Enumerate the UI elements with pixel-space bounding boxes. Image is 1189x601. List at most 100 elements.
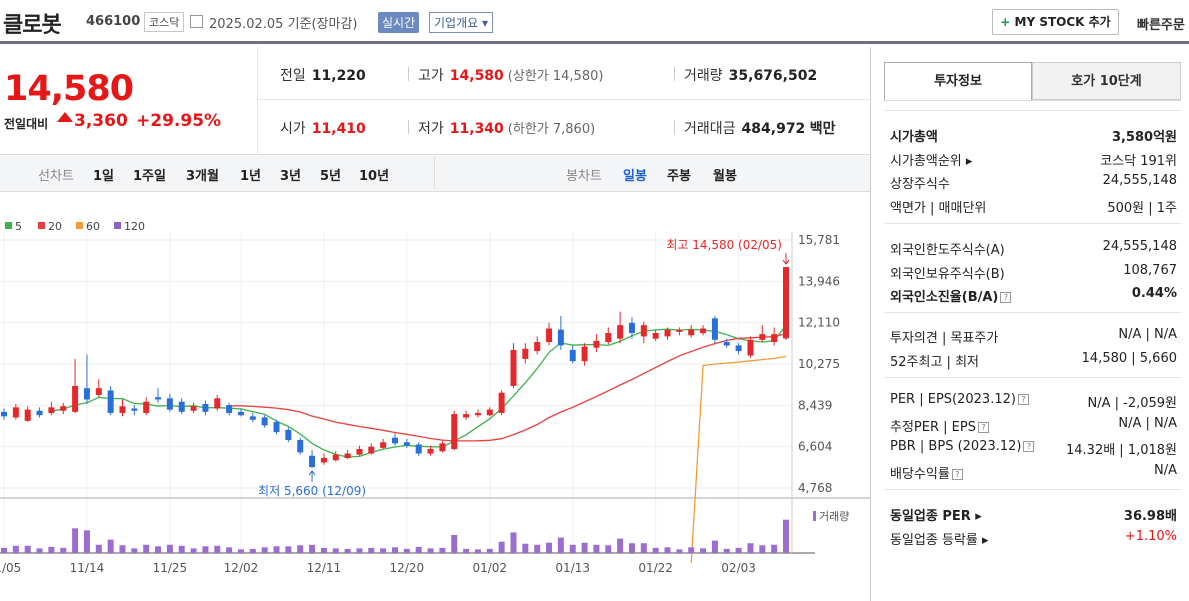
legend-ma5: 5 xyxy=(15,220,22,233)
x-tick-label: 12/02 xyxy=(224,561,259,575)
volume-bar xyxy=(143,544,150,553)
high-price: 고가 14,580 (상한가 14,580) xyxy=(418,68,604,84)
investment-info-panel xyxy=(870,47,1189,601)
tab-monthly[interactable]: 월봉 xyxy=(713,169,737,184)
info-row: 동일업종 등락률 ▸ +1.10% xyxy=(890,529,1177,548)
candle-body xyxy=(60,406,67,411)
candle-body xyxy=(273,421,280,433)
tab-weekly[interactable]: 주봉 xyxy=(667,169,691,184)
panel-divider xyxy=(884,489,1181,490)
x-tick-label: 11/05 xyxy=(0,561,21,575)
volume-bar xyxy=(356,548,363,553)
volume-bar xyxy=(1,547,7,553)
candle-body xyxy=(344,453,351,459)
candle-body xyxy=(297,439,304,453)
info-value: N/A | -2,059원 xyxy=(1087,396,1177,411)
candlestick-chart[interactable]: 15,781 13,946 12,110 10,275 8,439 6,604 4,768 1… xyxy=(0,0,870,601)
candle-body xyxy=(190,406,197,411)
current-price: 14,580 xyxy=(4,69,134,109)
candle-body xyxy=(735,345,742,352)
info-label: 배당수익률 xyxy=(890,466,950,482)
help-icon[interactable]: ? xyxy=(977,421,989,433)
candle-body xyxy=(356,448,363,455)
x-tick-label: 11/14 xyxy=(70,561,105,575)
candle-body xyxy=(178,401,185,412)
tab-3y[interactable]: 3년 xyxy=(280,169,302,184)
base-date: 2025.02.05 기준(장마감) xyxy=(209,17,358,32)
volume-bar xyxy=(474,549,481,553)
y-tick-label: 13,946 xyxy=(798,274,840,288)
panel-divider xyxy=(884,110,1181,111)
help-icon[interactable]: ? xyxy=(951,468,963,480)
company-overview-dropdown[interactable]: 기업개요 ▾ xyxy=(429,12,493,33)
tab-3m[interactable]: 3개월 xyxy=(186,169,219,184)
volume-bar xyxy=(380,548,387,553)
volume-bar xyxy=(534,544,541,553)
ma60-line xyxy=(690,355,787,563)
volume-bar xyxy=(783,519,789,553)
info-row: 52주최고 | 최저 14,580 | 5,660 xyxy=(890,351,1177,370)
info-label: 상장주식수 xyxy=(890,177,950,192)
candle-body xyxy=(640,325,647,337)
candle-body xyxy=(688,329,695,336)
volume-bar xyxy=(617,538,624,553)
stock-header xyxy=(0,0,1189,44)
volume-bar xyxy=(711,540,718,553)
x-tick-label: 01/13 xyxy=(555,561,590,575)
candle-body xyxy=(628,322,635,334)
volume-bar xyxy=(214,545,221,553)
help-icon[interactable]: ? xyxy=(1023,441,1035,452)
x-tick-label: 12/20 xyxy=(390,561,425,575)
volume-bar xyxy=(486,548,493,553)
candle-body xyxy=(783,267,789,339)
tab-divider xyxy=(434,157,435,189)
tab-5y[interactable]: 5년 xyxy=(320,169,342,184)
ma5-line xyxy=(51,324,787,458)
info-label: PBR | BPS (2023.12) xyxy=(890,439,1022,454)
candle-body xyxy=(771,334,778,343)
x-tick-label: 11/25 xyxy=(153,561,188,575)
volume-bar xyxy=(546,542,553,553)
info-value: 3,580억원 xyxy=(1111,130,1177,145)
stat-separator xyxy=(674,120,675,134)
help-icon[interactable]: ? xyxy=(1017,394,1029,405)
price-change-percent: +29.95% xyxy=(136,111,222,131)
volume-bar xyxy=(700,548,707,553)
x-tick-label: 01/22 xyxy=(638,561,673,575)
candle-body xyxy=(226,405,233,413)
candle-body xyxy=(463,414,470,418)
volume-bar xyxy=(368,547,375,553)
help-icon[interactable]: ? xyxy=(1000,292,1012,303)
legend-swatch-ma5 xyxy=(5,222,12,229)
tab-orderbook-10[interactable]: 호가 10단계 xyxy=(1032,62,1181,100)
volume-bar xyxy=(664,547,671,553)
tab-1y[interactable]: 1년 xyxy=(240,169,262,184)
info-label: PER | EPS(2023.12) xyxy=(890,392,1016,407)
tab-1d[interactable]: 1일 xyxy=(93,169,115,184)
candle-body xyxy=(617,325,624,339)
market-badge: 코스닥 xyxy=(144,12,185,32)
tab-investment-info[interactable]: 투자정보 xyxy=(884,62,1032,100)
tab-daily[interactable]: 일봉 xyxy=(623,169,647,184)
tab-1w[interactable]: 1주일 xyxy=(133,169,166,184)
volume-bar xyxy=(190,548,197,553)
info-value: 36.98배 xyxy=(1123,509,1177,524)
volume-bar xyxy=(36,548,43,553)
volume-label: 거래량 xyxy=(819,510,849,523)
candle-body xyxy=(439,443,446,452)
volume-bar xyxy=(605,545,612,553)
volume-bar xyxy=(226,547,233,553)
volume-bar xyxy=(261,547,268,553)
panel-divider xyxy=(884,223,1181,224)
volume-bar xyxy=(309,544,316,553)
volume-bar xyxy=(320,547,327,553)
volume-bar xyxy=(427,548,434,553)
quick-order-link[interactable]: 빠른주문 xyxy=(1137,18,1185,33)
realtime-button[interactable]: 실시간 xyxy=(378,12,420,33)
candle-body xyxy=(36,410,43,416)
high-annotation: 최고 14,580 (02/05) xyxy=(666,238,782,252)
candle-body xyxy=(202,403,209,412)
candle-body xyxy=(237,411,244,416)
add-my-stock-button[interactable]: + MY STOCK 추가 xyxy=(992,9,1119,35)
tab-10y[interactable]: 10년 xyxy=(359,169,390,184)
